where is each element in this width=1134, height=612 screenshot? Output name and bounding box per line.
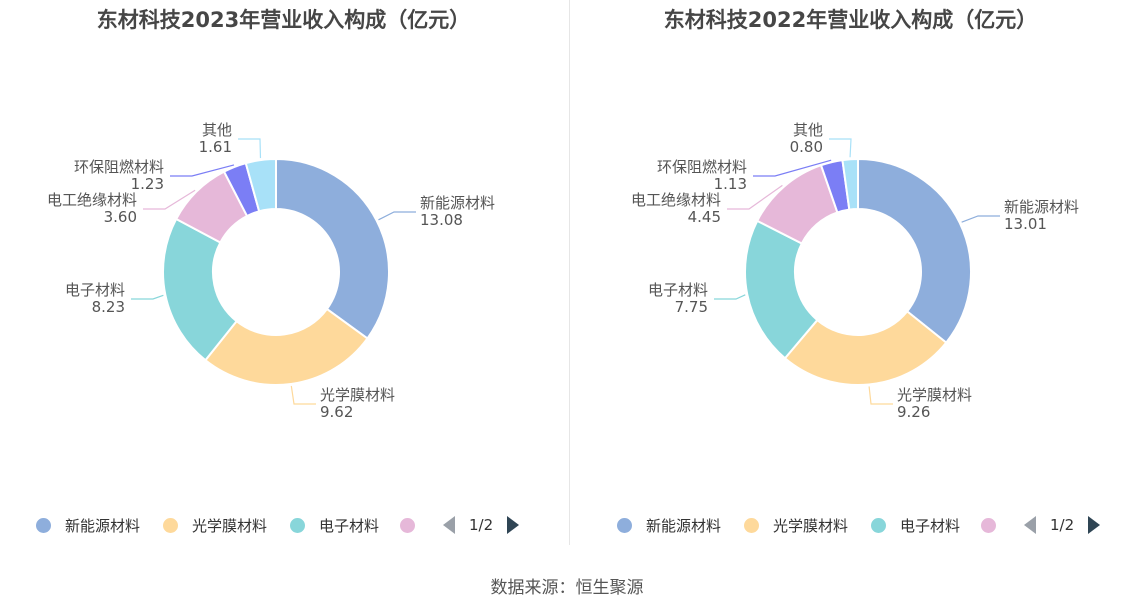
legend-label: 光学膜材料: [192, 516, 268, 535]
leader-line: [714, 294, 746, 300]
slice-category-label: 环保阻燃材料: [74, 158, 164, 176]
slice-category-label: 电子材料: [65, 281, 125, 299]
leader-line: [868, 386, 893, 405]
slice-value-label: 0.80: [790, 138, 823, 156]
legend-label: 新能源材料: [65, 516, 141, 535]
leader-line: [753, 159, 832, 177]
donut-slice[interactable]: [857, 157, 972, 345]
panel-divider: [569, 0, 570, 545]
legend-item-optical-film[interactable]: 光学膜材料: [163, 512, 267, 538]
slice-category-label: 环保阻燃材料: [657, 158, 747, 176]
pager-text: 1/2: [469, 516, 494, 534]
slice-value-label: 7.75: [675, 298, 708, 316]
leader-line: [131, 294, 164, 300]
leader-line: [238, 138, 262, 159]
legend-item-truncated[interactable]: [981, 512, 1010, 538]
chart-panel-2023: 东材科技2023年营业收入构成（亿元） 新能源材料 13.08 光学膜材料 9.62 电…: [0, 0, 567, 545]
donut-slice[interactable]: [203, 307, 369, 386]
leader-line: [170, 164, 235, 177]
legend-item-new-energy[interactable]: 新能源材料: [36, 512, 140, 538]
slice-category-label: 新能源材料: [420, 194, 495, 212]
legend-item-new-energy[interactable]: 新能源材料: [617, 512, 721, 538]
slice-value-label: 4.45: [688, 208, 721, 226]
slice-category-label: 电工绝缘材料: [47, 191, 137, 209]
legend-item-electronic[interactable]: 电子材料: [290, 512, 379, 538]
slice-value-label: 1.13: [714, 175, 747, 193]
slice-category-label: 光学膜材料: [897, 386, 972, 404]
legend-label: 新能源材料: [646, 516, 722, 535]
legend-label: 电子材料: [319, 516, 380, 535]
legend-dot-icon: [981, 517, 996, 533]
legend-item-electronic[interactable]: 电子材料: [871, 512, 960, 538]
legend-dot-icon: [163, 517, 178, 533]
leader-line: [290, 385, 316, 405]
legend-dot-icon: [871, 517, 886, 533]
donut-slice[interactable]: [841, 157, 859, 211]
chart-title: 东材科技2022年营业收入构成（亿元）: [663, 8, 1038, 32]
leader-line: [829, 138, 852, 158]
prev-page-icon[interactable]: [443, 516, 455, 534]
slice-category-label: 光学膜材料: [320, 386, 395, 404]
slice-category-label: 其他: [202, 121, 232, 139]
legend-item-optical-film[interactable]: 光学膜材料: [744, 512, 848, 538]
donut-slice[interactable]: [744, 219, 819, 360]
chart-panel-2022: 东材科技2022年营业收入构成（亿元） 新能源材料 13.01 光学膜材料 9.26 电…: [567, 0, 1134, 545]
donut-slice[interactable]: [275, 157, 390, 340]
slice-value-label: 1.23: [131, 175, 164, 193]
legend: 新能源材料 光学膜材料 电子材料 1/2: [30, 512, 550, 538]
slice-value-label: 3.60: [104, 208, 137, 226]
slice-category-label: 其他: [793, 121, 823, 139]
data-source: 数据来源：恒生聚源: [490, 578, 644, 598]
next-page-icon[interactable]: [507, 516, 520, 534]
legend-pager: 1/2: [443, 512, 520, 538]
slice-value-label: 13.08: [420, 211, 463, 229]
legend-label: 光学膜材料: [773, 516, 849, 535]
chart-title: 东材科技2023年营业收入构成（亿元）: [96, 8, 471, 32]
slice-category-label: 电工绝缘材料: [631, 191, 721, 209]
slice-value-label: 9.26: [897, 403, 930, 421]
next-page-icon[interactable]: [1088, 516, 1101, 534]
prev-page-icon[interactable]: [1024, 516, 1036, 534]
slice-category-label: 电子材料: [648, 281, 708, 299]
donut-slice[interactable]: [244, 157, 277, 213]
legend-dot-icon: [36, 517, 51, 533]
slice-category-label: 新能源材料: [1004, 198, 1079, 216]
legend-dot-icon: [617, 517, 632, 533]
leader-line: [961, 215, 1000, 223]
pager-text: 1/2: [1050, 516, 1075, 534]
slice-value-label: 9.62: [320, 403, 353, 421]
slice-value-label: 1.61: [199, 138, 232, 156]
leader-line: [727, 184, 783, 210]
legend-label: 电子材料: [900, 516, 961, 535]
leader-line: [378, 211, 416, 221]
legend-pager: 1/2: [1024, 512, 1101, 538]
legend: 新能源材料 光学膜材料 电子材料 1/2: [597, 512, 1117, 538]
legend-dot-icon: [744, 517, 759, 533]
legend-dot-icon: [290, 517, 305, 533]
donut-slice[interactable]: [783, 309, 948, 386]
legend-dot-icon: [400, 517, 415, 533]
slice-value-label: 13.01: [1004, 215, 1047, 233]
leader-line: [143, 189, 196, 210]
slice-value-label: 8.23: [92, 298, 125, 316]
legend-item-truncated[interactable]: [400, 512, 429, 538]
